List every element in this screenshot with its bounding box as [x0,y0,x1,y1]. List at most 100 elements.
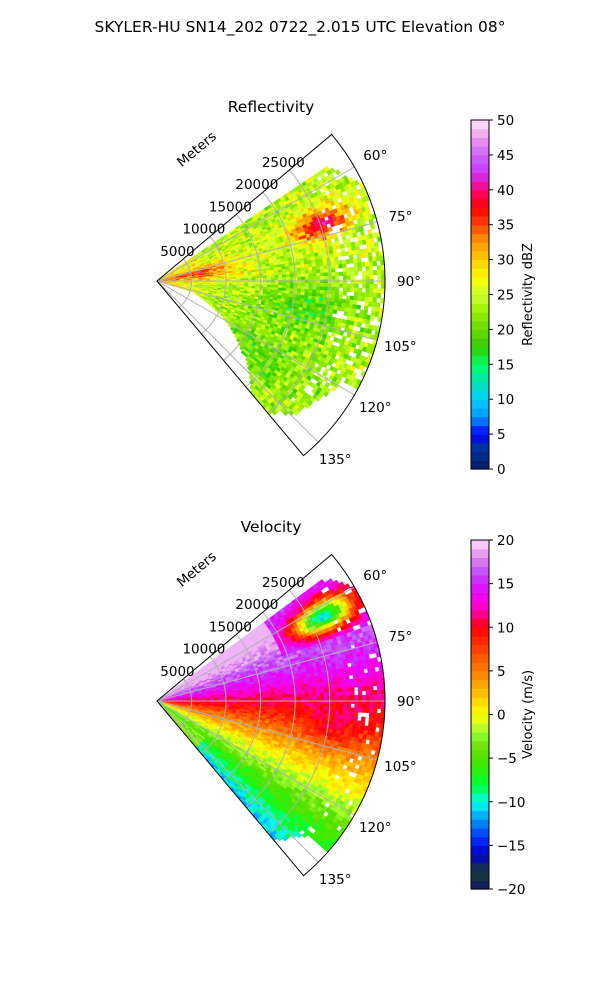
reflectivity-data-cell [278,282,283,286]
reflectivity-data-cell [323,265,328,270]
reflectivity-data-cell [304,267,309,271]
reflectivity-data-cell [356,322,362,328]
reflectivity-data-cell [361,279,367,285]
reflectivity-data-cell [375,302,381,308]
reflectivity-azimuth-tick-label: 90° [397,274,421,290]
velocity-data-cell [300,687,306,692]
reflectivity-data-cell [365,292,370,298]
reflectivity-data-cell [323,276,329,281]
reflectivity-data-cell [314,259,320,264]
reflectivity-data-cell [319,296,324,302]
velocity-data-cell [322,681,328,687]
reflectivity-data-cell [304,263,309,268]
velocity-data-cell [282,694,287,698]
reflectivity-data-cell [368,301,373,307]
reflectivity-data-cell [364,261,370,267]
reflectivity-data-cell [308,282,313,287]
velocity-data-cell [349,682,355,688]
velocity-data-cell [314,679,320,684]
reflectivity-data-cell [266,277,272,281]
velocity-data-cell [361,681,366,687]
reflectivity-data-cell [304,270,310,274]
reflectivity-azimuth-tick-label: 75° [388,209,412,225]
reflectivity-data-cell [289,285,294,289]
velocity-data-cell [307,683,313,688]
reflectivity-data-cell [323,290,328,295]
reflectivity-data-cell [346,275,351,280]
velocity-data-cell [274,694,279,698]
reflectivity-data-cell [301,273,306,278]
reflectivity-data-cell [364,301,370,307]
reflectivity-data-cell [330,297,335,303]
reflectivity-data-cell [365,283,370,289]
reflectivity-colorbar-segment [471,442,489,453]
reflectivity-data-cell [369,315,375,322]
reflectivity-data-cell [296,288,302,293]
velocity-data-cell [353,682,359,688]
reflectivity-data-cell [368,297,374,303]
reflectivity-title: Reflectivity [228,98,315,116]
reflectivity-data-cell [277,269,283,273]
reflectivity-data-cell [338,271,344,277]
reflectivity-data-cell [315,262,320,267]
reflectivity-data-cell [247,276,253,279]
reflectivity-colorbar-segment [471,277,489,287]
velocity-data-cell [334,684,340,689]
reflectivity-data-cell [282,274,287,278]
velocity-data-cell [341,679,347,685]
reflectivity-data-cell [316,276,321,281]
reflectivity-colorbar-tick-label: 5 [497,427,506,443]
velocity-data-cell [357,682,362,688]
reflectivity-data-cell [296,267,302,272]
reflectivity-data-cell [350,283,355,289]
velocity-data-cell [308,689,313,694]
reflectivity-colorbar-segment [471,320,489,330]
velocity-data-cells [156,578,386,853]
reflectivity-data-cell [327,226,333,233]
reflectivity-data-cell [311,262,317,268]
reflectivity-colorbar-segment [471,373,489,383]
velocity-data-cell [375,675,381,682]
reflectivity-data-cell [339,279,344,284]
reflectivity-data-cell [319,269,325,274]
reflectivity-data-cell [319,289,325,295]
reflectivity-data-cell [304,285,310,290]
velocity-data-cell [353,678,358,684]
reflectivity-data-cell [354,279,359,285]
reflectivity-data-cell [300,285,306,290]
reflectivity-data-cell [335,271,340,277]
velocity-data-cell [359,668,365,675]
reflectivity-data-cell [255,275,260,279]
reflectivity-data-cell [300,264,305,269]
reflectivity-data-cell [315,265,321,271]
reflectivity-data-cell [320,276,325,281]
reflectivity-data-cell [304,273,310,278]
reflectivity-data-cell [334,298,339,303]
velocity-data-cell [333,676,339,682]
velocity-data-cell [274,692,279,696]
reflectivity-data-cell [352,300,358,306]
reflectivity-data-cell [297,276,302,281]
reflectivity-azimuth-tick-label: 60° [363,148,387,164]
reflectivity-data-cell [316,286,321,291]
reflectivity-data-cell [350,275,355,280]
reflectivity-data-cell [297,279,302,284]
reflectivity-data-cell [350,279,355,284]
reflectivity-azimuth-tick-label: 120° [359,400,392,416]
reflectivity-data-cell [331,286,336,292]
reflectivity-data-cell [289,288,294,292]
velocity-title: Velocity [241,518,302,536]
reflectivity-data-cell [322,258,328,263]
reflectivity-data-cell [350,271,355,276]
reflectivity-data-cell [240,276,245,279]
reflectivity-data-cell [342,271,348,277]
reflectivity-data-cell [353,258,358,264]
velocity-data-cell [277,689,283,693]
reflectivity-data-cell [376,293,382,299]
velocity-data-cell [240,696,245,699]
figure-suptitle: SKYLER-HU SN14_202 0722_2.015 UTC Elevat… [95,18,506,37]
velocity-data-cell [311,686,317,691]
reflectivity-data-cell [354,270,359,276]
reflectivity-colorbar-tick-label: 10 [497,392,514,408]
reflectivity-data-cell [349,258,355,264]
